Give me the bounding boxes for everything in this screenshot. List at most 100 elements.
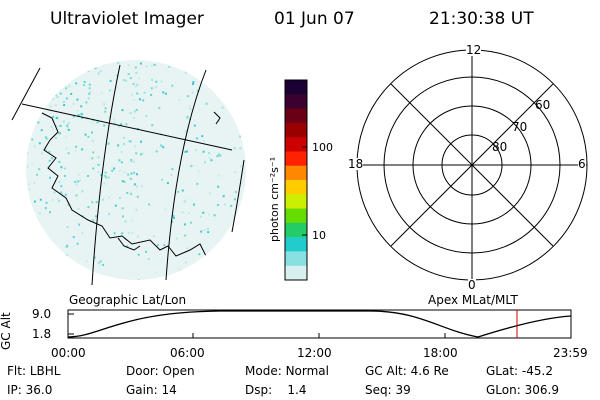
emission-speckle	[99, 260, 102, 263]
emission-speckle	[67, 126, 69, 129]
emission-speckle	[85, 259, 88, 262]
emission-speckle	[210, 159, 213, 162]
emission-speckle	[91, 201, 94, 204]
emission-speckle	[118, 196, 121, 199]
emission-speckle	[67, 152, 70, 155]
status-glat: GLat: -45.2	[486, 364, 553, 378]
emission-speckle	[62, 60, 65, 63]
emission-speckle	[67, 272, 70, 274]
emission-speckle	[72, 236, 75, 238]
emission-speckle	[70, 92, 73, 95]
emission-speckle	[75, 82, 78, 85]
emission-speckle	[105, 176, 108, 179]
emission-speckle	[72, 115, 75, 118]
emission-speckle	[49, 166, 52, 169]
emission-speckle	[155, 150, 158, 153]
status-dsp: Dsp: 1.4	[245, 383, 307, 397]
emission-speckle	[72, 102, 75, 105]
emission-speckle	[183, 200, 186, 203]
emission-speckle	[37, 121, 40, 124]
emission-speckle	[134, 85, 137, 88]
emission-speckle	[95, 201, 98, 203]
emission-speckle	[47, 79, 50, 82]
emission-speckle	[217, 120, 220, 123]
emission-speckle	[33, 181, 36, 184]
emission-speckle	[135, 71, 138, 74]
emission-speckle	[137, 253, 140, 256]
emission-speckle	[143, 91, 146, 94]
emission-speckle	[156, 244, 159, 247]
emission-speckle	[87, 97, 90, 100]
emission-speckle	[36, 89, 39, 92]
emission-speckle	[103, 103, 105, 106]
emission-speckle	[168, 66, 171, 68]
emission-speckle	[124, 220, 127, 223]
emission-speckle	[117, 61, 120, 64]
emission-speckle	[70, 76, 73, 79]
emission-speckle	[68, 68, 71, 71]
emission-speckle	[129, 140, 132, 143]
emission-speckle	[196, 137, 198, 140]
emission-speckle	[126, 191, 129, 194]
emission-speckle	[135, 108, 138, 111]
emission-speckle	[136, 195, 139, 198]
emission-speckle	[88, 83, 91, 86]
status-seq: Seq: 39	[365, 383, 411, 397]
emission-speckle	[68, 122, 71, 125]
emission-speckle	[162, 91, 165, 94]
emission-speckle	[52, 115, 55, 118]
emission-speckle	[48, 159, 51, 162]
emission-speckle	[52, 199, 55, 201]
colorbar-stripe	[285, 108, 307, 124]
emission-speckle	[49, 87, 52, 90]
emission-speckle	[74, 149, 77, 152]
coastline-outline	[39, 111, 221, 277]
colorbar-stripe	[285, 80, 307, 95]
emission-speckle	[32, 109, 35, 112]
emission-speckle	[217, 174, 220, 177]
emission-speckle	[87, 135, 90, 138]
emission-speckle	[130, 219, 133, 222]
emission-speckle	[133, 171, 136, 174]
emission-speckle	[243, 204, 246, 207]
emission-speckle	[34, 102, 37, 105]
emission-speckle	[181, 63, 184, 65]
colorbar-stripe	[285, 122, 307, 138]
emission-speckle	[234, 191, 237, 193]
emission-speckle	[81, 148, 84, 151]
emission-speckle	[187, 95, 190, 98]
emission-speckle	[77, 222, 80, 225]
emission-speckle	[198, 170, 201, 173]
emission-speckle	[233, 171, 236, 174]
emission-speckle	[27, 199, 30, 202]
emission-speckle	[99, 70, 102, 73]
emission-speckle	[66, 123, 69, 126]
emission-speckle	[91, 121, 94, 124]
emission-speckle	[50, 66, 53, 69]
colorbar-stripe	[285, 94, 307, 110]
emission-speckle	[240, 182, 243, 185]
emission-speckle	[74, 180, 77, 183]
emission-speckle	[102, 263, 105, 266]
emission-speckle	[118, 159, 121, 162]
emission-speckle	[208, 156, 211, 159]
emission-speckle	[208, 192, 211, 195]
emission-speckle	[228, 270, 231, 273]
emission-speckle	[200, 71, 202, 74]
map-panel-label: Geographic Lat/Lon	[69, 293, 187, 307]
emission-speckle	[153, 235, 156, 238]
emission-speckle	[202, 150, 205, 153]
emission-speckle	[173, 216, 175, 219]
colorbar	[284, 79, 308, 281]
emission-speckle	[55, 137, 57, 139]
emission-speckle	[123, 171, 126, 174]
emission-speckle	[133, 160, 136, 163]
emission-speckle	[217, 153, 220, 156]
emission-speckle	[193, 203, 195, 206]
emission-speckle	[28, 97, 31, 100]
emission-speckle	[162, 146, 165, 149]
emission-speckle	[239, 135, 242, 138]
emission-speckle	[230, 204, 233, 207]
emission-speckle	[26, 152, 29, 155]
emission-speckle	[97, 261, 100, 264]
